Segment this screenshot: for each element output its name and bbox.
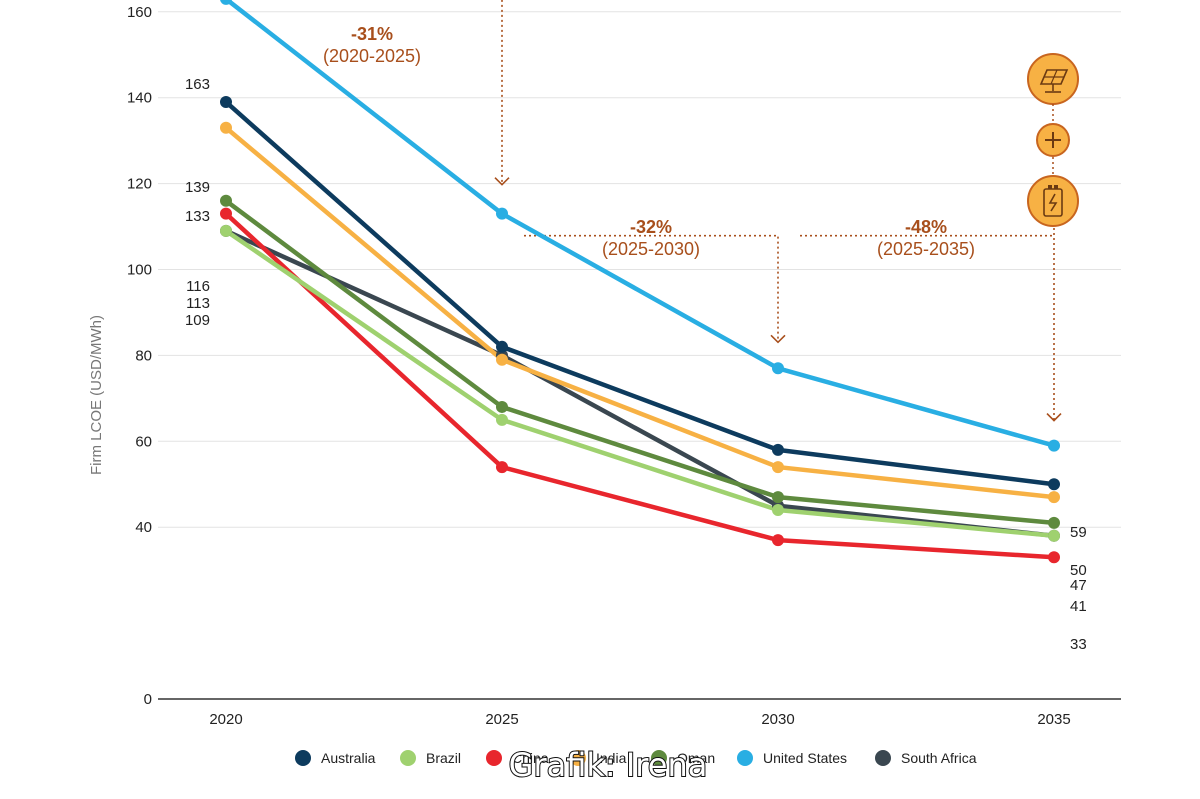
data-point-australia [496,340,508,353]
legend-label-india: India [596,750,627,766]
data-point-oman [772,491,784,504]
x-axis: 2020 2025 2030 2035 [158,698,1121,728]
watermark: Grafik: Irena [509,746,708,784]
start-value-label: 133 [185,208,210,225]
annotation-pct: -32% [630,217,672,237]
series-line-australia [223,99,1057,487]
data-point-australia [772,443,784,456]
y-tick-label: 40 [135,519,152,536]
data-point-brazil [1048,529,1060,542]
y-axis-label: Firm LCOE (USD/MWh) [88,315,105,475]
data-point-united-states [220,0,232,5]
data-point-united-states [772,362,784,375]
data-point-india [1048,491,1060,504]
legend-label-south-africa: South Africa [901,750,977,766]
legend-label-china: China [512,750,549,766]
data-point-australia [220,95,232,108]
series-line-united-states [224,0,1057,448]
annotation-pct: -48% [905,217,947,237]
annotation-range: (2020-2025) [323,46,421,66]
annotation-2020-2025: -31% (2020-2025) [323,24,421,66]
y-tick-label: 60 [135,433,152,450]
legend-marker-oman [651,750,667,766]
data-point-oman [220,194,232,207]
start-value-label: 139 [185,179,210,196]
arrow-head [1046,413,1062,422]
series-points [220,0,1060,564]
solar-panel-icon [1027,53,1079,105]
annotation-2025-2035: -48% (2025-2035) [877,217,975,259]
annotation-pct: -31% [351,24,393,44]
data-point-china [220,207,232,220]
data-point-china [1048,551,1060,564]
data-point-brazil [496,413,508,426]
y-tick-label: 140 [127,90,152,107]
series-line-oman [223,198,1057,526]
start-value-label: 163 [185,76,210,93]
series-lines [223,0,1057,560]
data-point-oman [496,400,508,413]
start-value-label: 109 [185,312,210,329]
series-line-south-africa [223,228,1057,539]
legend-marker-china [486,750,502,766]
data-point-brazil [220,224,232,237]
data-point-china [496,461,508,474]
data-point-oman [1048,516,1060,529]
y-tick-label: 160 [127,4,152,21]
end-value-label: 50 [1070,562,1087,579]
y-tick-label: 120 [127,176,152,193]
series-line-india [223,125,1057,500]
y-tick-label: 0 [144,691,152,708]
start-value-label: 113 [186,295,210,312]
y-tick-label: 80 [135,347,152,364]
arrow-head [770,334,786,344]
arrow-head [494,177,510,186]
x-tick-label: 2035 [1037,711,1070,728]
legend-marker-australia [295,750,311,766]
plus-icon [1036,123,1070,157]
data-point-united-states [496,207,508,220]
end-value-label: 33 [1070,636,1087,653]
x-tick-label: 2020 [209,711,242,728]
y-axis: 0 40 60 80 100 120 140 160 [127,4,152,708]
legend-marker-south-africa [875,750,891,766]
data-point-india [496,353,508,366]
x-tick-label: 2030 [761,711,794,728]
series-line-brazil [223,228,1057,539]
data-point-china [772,534,784,547]
legend-label-brazil: Brazil [426,750,461,766]
legend-marker-brazil [400,750,416,766]
legend-label-oman: Oman [677,750,715,766]
legend-label-united-states: United States [763,750,847,766]
y-tick-label: 100 [127,262,152,279]
end-value-label: 59 [1070,524,1087,541]
legend-label-australia: Australia [321,750,376,766]
annotation-2025-2030: -32% (2025-2030) [602,217,700,259]
data-point-brazil [772,504,784,517]
x-tick-label: 2025 [485,711,518,728]
annotation-arrows [494,0,1062,422]
legend: Australia Brazil China India Oman United Stat… [295,750,977,766]
data-point-india [772,461,784,474]
end-value-label: 47 [1070,577,1087,594]
series-line-china [223,211,1057,560]
start-value-label: 116 [186,278,210,295]
legend-marker-india [570,750,586,766]
data-point-australia [1048,478,1060,491]
data-point-united-states [1048,439,1060,452]
battery-icon [1027,175,1079,227]
data-point-india [220,121,232,134]
end-value-label: 41 [1070,598,1087,615]
legend-marker-united-states [737,750,753,766]
annotation-range: (2025-2035) [877,239,975,259]
annotation-range: (2025-2030) [602,239,700,259]
